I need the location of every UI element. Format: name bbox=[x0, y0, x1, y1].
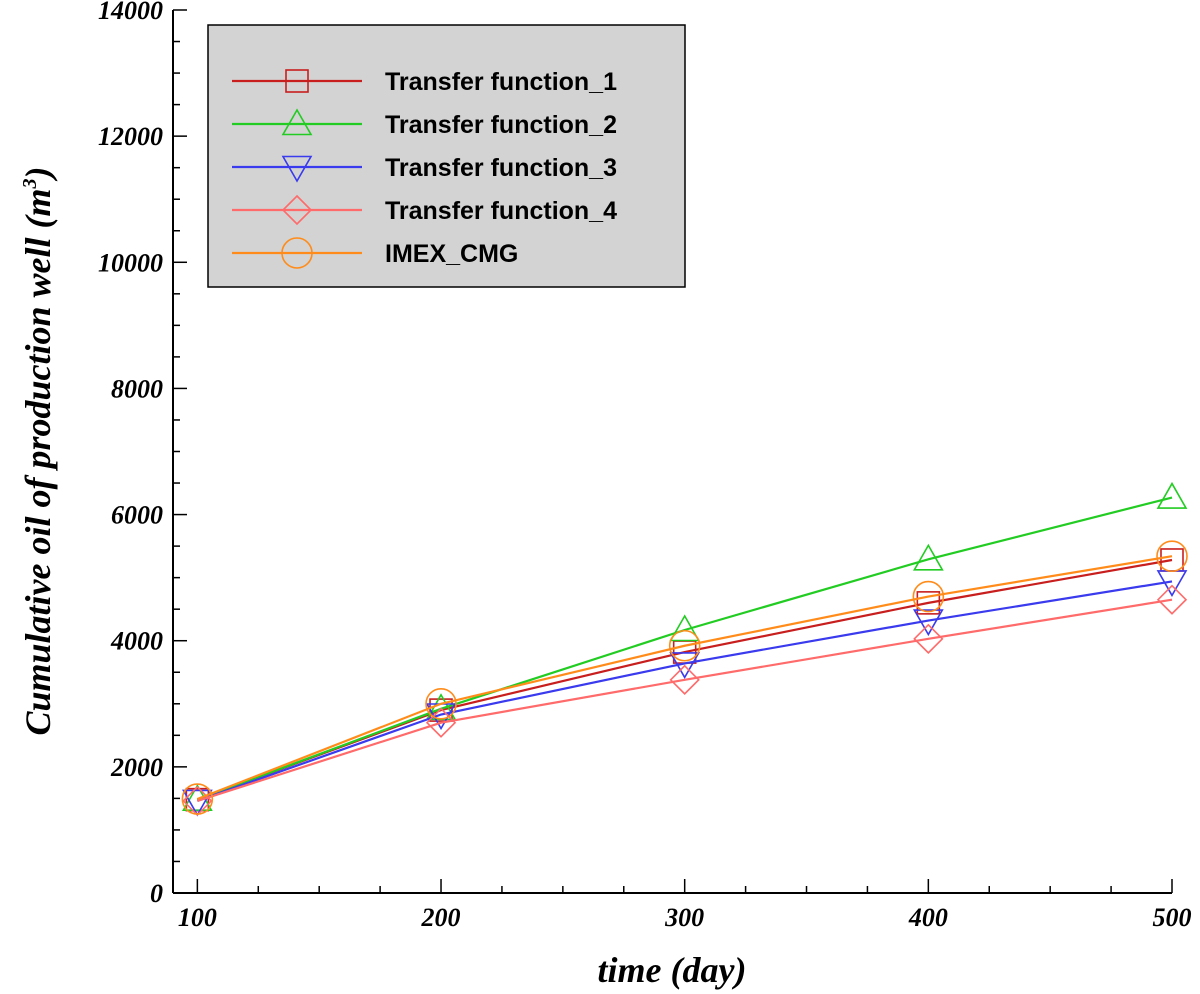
legend-entry: Transfer function_2 bbox=[232, 108, 617, 139]
data-point bbox=[425, 707, 457, 738]
data-point bbox=[1156, 540, 1188, 572]
data-point bbox=[912, 609, 944, 637]
legend-label: Transfer function_2 bbox=[385, 111, 617, 139]
series-line bbox=[196, 580, 1173, 802]
axes bbox=[172, 10, 1172, 894]
y-axis-title-group: Cumulative oil of production well (m3) bbox=[18, 166, 58, 735]
y-axis-title-main: Cumulative oil of production well (m bbox=[18, 188, 58, 735]
x-tick-label: 200 bbox=[421, 903, 461, 932]
data-point bbox=[181, 789, 213, 817]
legend-swatch-marker bbox=[281, 108, 313, 136]
data-point bbox=[669, 664, 700, 695]
y-tick-label: 0 bbox=[150, 879, 163, 908]
data-point bbox=[668, 629, 701, 662]
y-tick-label: 12000 bbox=[98, 122, 163, 151]
legend: Transfer function_1 Transfer function_2 Tr… bbox=[207, 24, 686, 288]
data-point bbox=[913, 623, 944, 654]
x-tick-label: 500 bbox=[1153, 903, 1192, 932]
y-tick-label: 14000 bbox=[98, 0, 163, 25]
legend-label: Transfer function_1 bbox=[385, 68, 617, 96]
axis-ticks bbox=[173, 9, 1173, 894]
legend-label: IMEX_CMG bbox=[385, 240, 518, 268]
legend-label: Transfer function_3 bbox=[385, 154, 617, 182]
legend-entry: Transfer function_4 bbox=[232, 194, 617, 226]
data-point bbox=[425, 687, 457, 720]
y-tick-label: 10000 bbox=[98, 248, 163, 277]
data-point bbox=[912, 580, 945, 613]
data-point bbox=[1156, 481, 1188, 509]
y-tick-label: 2000 bbox=[110, 753, 163, 782]
series-4 bbox=[182, 584, 1188, 817]
x-tick-label: 300 bbox=[664, 903, 704, 932]
legend-entry: IMEX_CMG bbox=[232, 237, 518, 269]
y-tick-label: 6000 bbox=[111, 501, 163, 530]
data-point bbox=[181, 783, 214, 815]
legend-label: Transfer function_4 bbox=[385, 197, 617, 225]
series-line bbox=[197, 598, 1173, 802]
legend-entry: Transfer function_1 bbox=[232, 68, 617, 96]
data-point bbox=[669, 614, 701, 642]
y-axis-title-sup: 3 bbox=[19, 178, 41, 189]
legend-swatch-marker bbox=[281, 155, 313, 183]
y-axis-title-close: ) bbox=[18, 166, 58, 181]
data-point bbox=[1156, 584, 1188, 615]
x-tick-label: 100 bbox=[178, 903, 217, 932]
x-tick-label: 400 bbox=[908, 903, 948, 932]
series-5 bbox=[181, 540, 1188, 815]
data-point bbox=[916, 591, 941, 615]
x-axis-title: time (day) bbox=[598, 950, 747, 990]
y-axis-title: Cumulative oil of production well (m3) bbox=[18, 166, 58, 735]
data-point bbox=[912, 543, 944, 571]
series-line bbox=[196, 555, 1173, 801]
data-point bbox=[669, 652, 701, 680]
legend-entry: Transfer function_3 bbox=[232, 154, 617, 183]
legend-swatch-marker bbox=[281, 194, 313, 226]
tick-labels: 0 2000 4000 6000 8000 10000 12000 14000 100 200 30… bbox=[98, 0, 1192, 932]
y-tick-label: 8000 bbox=[111, 374, 163, 403]
legend-swatch-marker bbox=[285, 69, 309, 93]
legend-swatch-marker bbox=[281, 237, 313, 269]
y-tick-label: 4000 bbox=[110, 627, 163, 656]
series-layer bbox=[181, 481, 1188, 817]
